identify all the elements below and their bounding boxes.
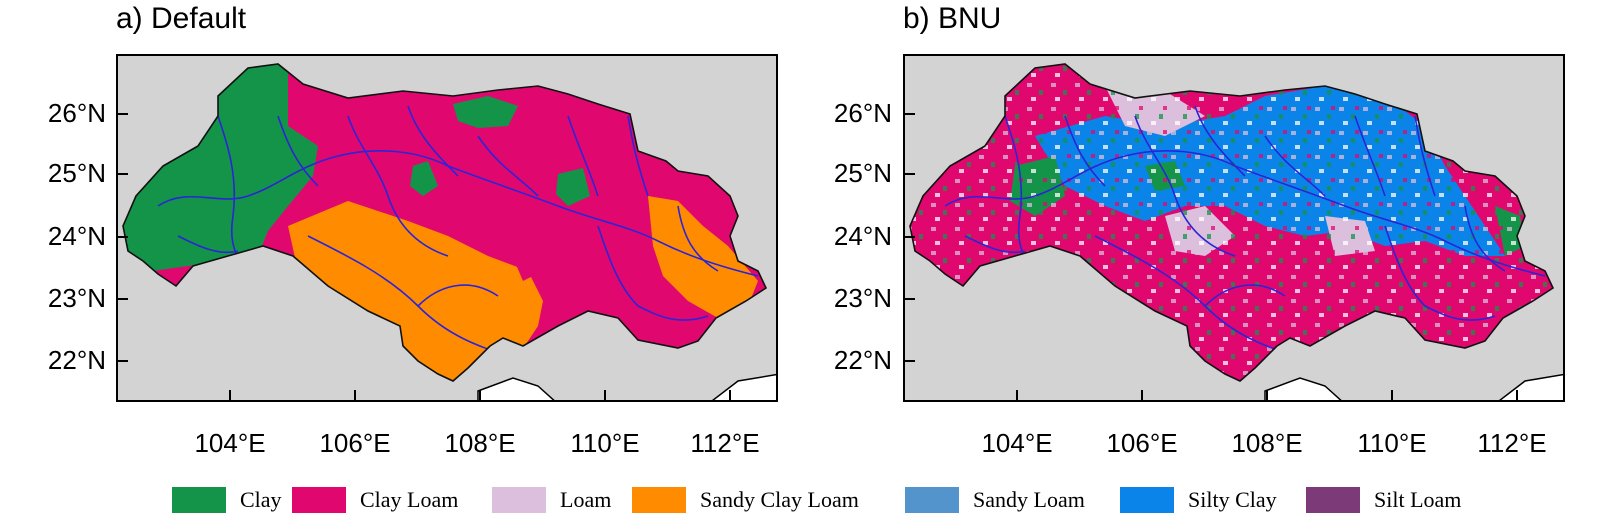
soil-sandy-clay-loam-region (648, 196, 758, 318)
lat-label: 26°N (47, 98, 106, 128)
legend-label: Silt Loam (1374, 487, 1462, 512)
lon-tick (1516, 390, 1518, 400)
lat-label: 23°N (47, 283, 106, 313)
lat-tick (905, 298, 915, 300)
legend-item-clay-loam: Clay Loam (292, 484, 458, 516)
legend-swatch (632, 487, 686, 513)
lat-label: 24°N (833, 221, 892, 251)
legend-swatch (492, 487, 546, 513)
lat-label: 25°N (47, 158, 106, 188)
lon-label: 108°E (444, 428, 516, 458)
legend-swatch (292, 487, 346, 513)
legend-label: Clay Loam (360, 487, 459, 512)
lon-tick (1266, 390, 1268, 400)
sea-shape (1264, 377, 1342, 400)
legend-label: Sandy Clay Loam (700, 487, 859, 512)
lon-label: 104°E (981, 428, 1053, 458)
lat-label: 25°N (833, 158, 892, 188)
basin-boundary (122, 63, 768, 382)
legend-label: Clay (240, 487, 282, 512)
soil-speckle-texture (910, 64, 1553, 381)
lon-label: 108°E (1231, 428, 1303, 458)
lat-tick (118, 173, 128, 175)
lat-tick (905, 236, 915, 238)
lat-label: 22°N (833, 345, 892, 375)
lon-label: 110°E (570, 428, 640, 458)
map-panel-bnu (903, 54, 1565, 402)
lon-tick (354, 390, 356, 400)
lat-label: 26°N (833, 98, 892, 128)
legend-label: Silty Clay (1188, 487, 1277, 512)
soil-sandy-clay-loam-region (288, 201, 543, 381)
legend-swatch (1120, 487, 1174, 513)
river-network (944, 105, 1546, 357)
panel-title-default: a) Default (116, 2, 247, 35)
lon-label: 106°E (1106, 428, 1178, 458)
legend: Clay Clay Loam Loam Sandy Clay Loam Sand… (0, 484, 1606, 524)
lon-tick (229, 390, 231, 400)
sea-shape (1498, 373, 1563, 400)
basin-boundary (909, 63, 1555, 382)
lat-tick (905, 360, 915, 362)
lon-tick (729, 390, 731, 400)
sea-shape (477, 377, 555, 400)
legend-item-sandy-clay-loam: Sandy Clay Loam (632, 484, 859, 516)
lon-tick (1141, 390, 1143, 400)
river-network (157, 105, 759, 357)
lat-label: 22°N (47, 345, 106, 375)
lat-tick (905, 173, 915, 175)
soil-clay-region (410, 161, 438, 196)
map-default-svg (122, 63, 776, 400)
soil-clay-region (556, 168, 590, 206)
sea-shape (711, 373, 776, 400)
lon-label: 104°E (194, 428, 266, 458)
lat-tick (118, 236, 128, 238)
legend-item-sandy-loam: Sandy Loam (905, 484, 1085, 516)
lat-tick (118, 113, 128, 115)
legend-item-silt-loam: Silt Loam (1306, 484, 1461, 516)
lon-label: 110°E (1357, 428, 1427, 458)
legend-item-clay: Clay (172, 484, 282, 516)
lon-tick (1391, 390, 1393, 400)
map-bnu-svg (909, 63, 1563, 400)
lat-tick (905, 113, 915, 115)
lat-label: 24°N (47, 221, 106, 251)
lon-label: 106°E (319, 428, 391, 458)
lon-label: 112°E (1477, 428, 1547, 458)
soil-clay-region (453, 96, 518, 128)
lon-tick (479, 390, 481, 400)
map-panel-default (116, 54, 778, 402)
legend-item-loam: Loam (492, 484, 611, 516)
legend-swatch (905, 487, 959, 513)
legend-label: Loam (560, 487, 612, 512)
lat-tick (118, 298, 128, 300)
soil-clay-loam-region (508, 241, 543, 281)
lat-tick (118, 360, 128, 362)
lon-label: 112°E (690, 428, 760, 458)
legend-item-silty-clay: Silty Clay (1120, 484, 1277, 516)
legend-label: Sandy Loam (973, 487, 1085, 512)
panel-title-bnu: b) BNU (903, 2, 1002, 35)
lon-tick (1016, 390, 1018, 400)
legend-swatch (1306, 487, 1360, 513)
legend-swatch (172, 487, 226, 513)
lat-label: 23°N (833, 283, 892, 313)
lon-tick (604, 390, 606, 400)
